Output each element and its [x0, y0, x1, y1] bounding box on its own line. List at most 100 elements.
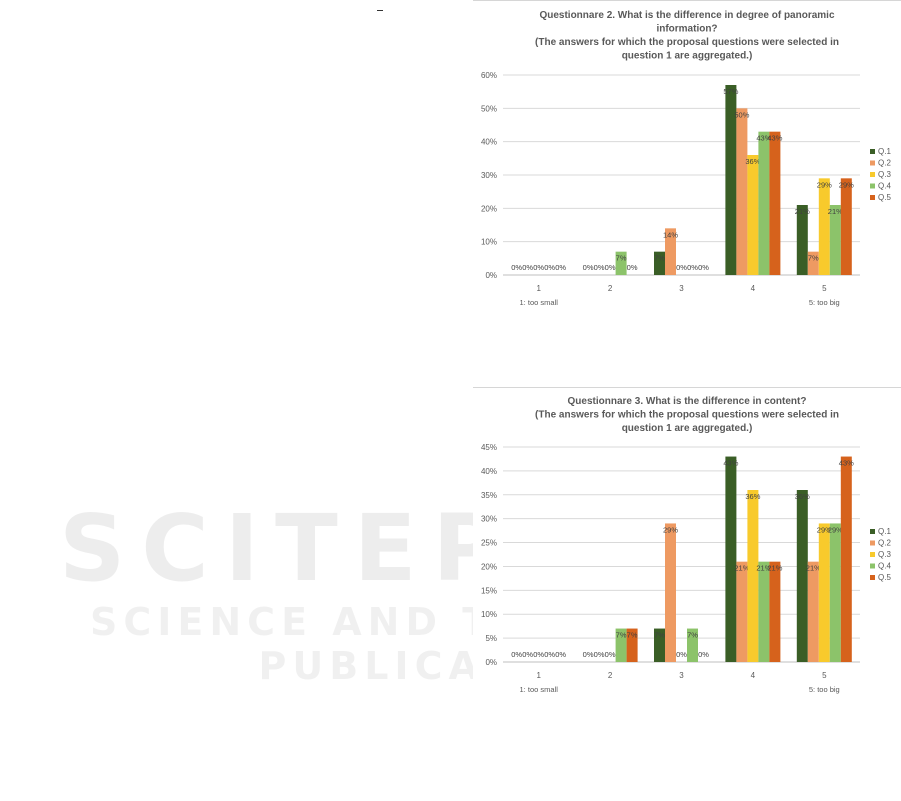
data-label: 21%: [828, 207, 843, 216]
y-tick-label: 25%: [481, 539, 497, 548]
data-label: 0%: [627, 263, 638, 272]
legend-swatch: [870, 195, 875, 200]
chart-panel-questionnaire-3: Questionnare 3. What is the difference i…: [473, 387, 901, 705]
data-label: 0%: [522, 650, 533, 659]
category-note: 5: too big: [809, 298, 840, 307]
bar-q4: [829, 205, 841, 275]
bar-q1: [796, 205, 808, 275]
bar-q1: [654, 251, 665, 275]
data-label: 29%: [663, 525, 678, 534]
y-tick-label: 40%: [481, 467, 497, 476]
bar-q2: [807, 561, 819, 662]
data-label: 7%: [627, 631, 638, 640]
x-tick-label: 2: [608, 284, 613, 293]
bar-q3: [818, 523, 830, 662]
x-tick-label: 3: [679, 671, 684, 680]
chart-questionnaire-2: Questionnare 2. What is the difference i…: [481, 10, 891, 307]
bar-q1: [654, 628, 665, 662]
data-label: 0%: [698, 650, 709, 659]
y-tick-label: 30%: [481, 171, 497, 180]
bar-q2: [736, 561, 748, 662]
data-label: 43%: [756, 134, 771, 143]
y-tick-label: 40%: [481, 138, 497, 147]
data-label: 0%: [533, 263, 544, 272]
data-label: 0%: [698, 263, 709, 272]
legend-swatch: [870, 149, 875, 154]
data-label: 7%: [616, 254, 627, 263]
data-label: 36%: [745, 492, 760, 501]
data-label: 57%: [723, 87, 738, 96]
y-tick-label: 50%: [481, 104, 497, 113]
data-label: 43%: [723, 459, 738, 468]
data-label: 36%: [745, 157, 760, 166]
chart-title-line: (The answers for which the proposal ques…: [535, 37, 839, 48]
legend-label: Q.1: [878, 527, 891, 536]
data-label: 29%: [828, 525, 843, 534]
legend-label: Q.2: [878, 539, 891, 548]
category-note: 1: too small: [520, 685, 559, 694]
data-label: 29%: [839, 180, 854, 189]
data-label: 21%: [767, 564, 782, 573]
data-label: 43%: [767, 134, 782, 143]
legend-swatch: [870, 540, 875, 546]
bar-q3: [818, 178, 830, 275]
data-label: 21%: [756, 564, 771, 573]
bar-q4: [615, 251, 627, 275]
bar-q4: [758, 131, 770, 275]
y-tick-label: 30%: [481, 515, 497, 524]
bar-q2: [665, 523, 676, 662]
data-label: 0%: [583, 263, 594, 272]
x-tick-label: 2: [608, 671, 613, 680]
data-label: 0%: [544, 650, 555, 659]
x-tick-label: 1: [536, 671, 541, 680]
data-label: 14%: [663, 230, 678, 239]
bar-q3: [747, 490, 759, 662]
chart-title-line: information?: [656, 24, 717, 35]
legend-label: Q.5: [878, 573, 891, 582]
data-label: 0%: [533, 650, 544, 659]
x-tick-label: 5: [822, 284, 827, 293]
page-corner-mark: [377, 10, 383, 11]
y-tick-label: 0%: [485, 658, 497, 667]
data-label: 0%: [605, 263, 616, 272]
data-label: 7%: [654, 631, 665, 640]
bar-q4: [687, 628, 698, 662]
legend-label: Q.3: [878, 170, 891, 179]
bar-q5: [626, 628, 638, 662]
y-tick-label: 10%: [481, 238, 497, 247]
y-tick-label: 5%: [485, 634, 497, 643]
bar-q3: [747, 155, 759, 275]
data-label: 50%: [734, 110, 749, 119]
bar-q2: [736, 108, 748, 275]
legend-label: Q.2: [878, 159, 891, 168]
x-tick-label: 4: [751, 671, 756, 680]
bar-q5: [840, 178, 852, 275]
data-label: 0%: [511, 263, 522, 272]
x-tick-label: 5: [822, 671, 827, 680]
x-tick-label: 1: [536, 284, 541, 293]
data-label: 21%: [734, 564, 749, 573]
chart-title-line: Questionnare 2. What is the difference i…: [539, 10, 835, 21]
legend-label: Q.4: [878, 182, 891, 191]
bar-q1: [796, 490, 808, 662]
data-label: 0%: [522, 263, 533, 272]
data-label: 0%: [555, 650, 566, 659]
x-tick-label: 4: [751, 284, 756, 293]
chart-title-line: (The answers for which the proposal ques…: [535, 410, 839, 421]
data-label: 29%: [817, 180, 832, 189]
bar-q4: [615, 628, 627, 662]
bar-q2: [665, 228, 676, 275]
data-label: 0%: [676, 650, 687, 659]
y-tick-label: 45%: [481, 443, 497, 452]
y-tick-label: 20%: [481, 204, 497, 213]
data-label: 43%: [839, 459, 854, 468]
x-tick-label: 3: [679, 284, 684, 293]
chart-title-line: question 1 are aggregated.): [622, 423, 753, 434]
data-label: 36%: [795, 492, 810, 501]
data-label: 7%: [654, 254, 665, 263]
data-label: 0%: [687, 263, 698, 272]
legend-swatch: [870, 529, 875, 534]
legend-swatch: [870, 552, 875, 557]
data-label: 0%: [583, 650, 594, 659]
data-label: 7%: [808, 254, 819, 263]
